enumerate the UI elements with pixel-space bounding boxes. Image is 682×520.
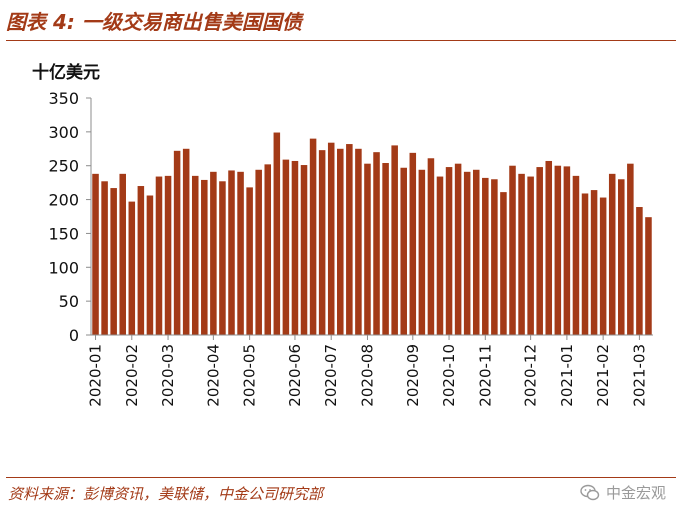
- bar: [128, 201, 136, 335]
- bar: [300, 165, 308, 335]
- bar-chart: 0 50 100 150 200 250 300 350 2020-01 2020-02 2020-…: [48, 89, 653, 407]
- watermark: 中金宏观: [580, 482, 666, 503]
- y-tick-label: 100: [48, 258, 79, 277]
- title-divider: [6, 40, 676, 41]
- bar: [599, 197, 607, 335]
- bar: [445, 167, 453, 335]
- x-tick-label: 2020-08: [358, 344, 376, 407]
- bar: [527, 176, 534, 335]
- bar: [472, 169, 480, 335]
- bar: [409, 152, 417, 335]
- bar: [237, 171, 244, 335]
- x-tick-label: 2020-09: [404, 344, 422, 407]
- bar: [282, 159, 290, 335]
- bar: [391, 145, 398, 335]
- bar: [164, 175, 172, 335]
- x-tick-label: 2020-04: [204, 344, 222, 407]
- x-tick-label: 2020-03: [159, 344, 177, 407]
- bar: [210, 171, 217, 335]
- bar: [563, 166, 571, 335]
- bar: [182, 148, 190, 335]
- bar: [291, 160, 299, 335]
- bar: [382, 163, 389, 335]
- y-axis-unit-label: 十亿美元: [32, 63, 100, 83]
- bar: [255, 169, 262, 335]
- bar: [327, 142, 335, 335]
- bar: [273, 132, 281, 335]
- bar: [463, 171, 471, 335]
- bar: [137, 186, 145, 335]
- x-tick-label: 2020-01: [87, 344, 105, 407]
- x-tick-label: 2020-02: [123, 344, 141, 407]
- bar: [418, 169, 426, 335]
- bar: [228, 170, 235, 335]
- x-tick-label: 2020-05: [241, 344, 259, 407]
- bar: [627, 163, 634, 335]
- bar: [246, 187, 253, 335]
- y-tick-label: 200: [48, 191, 79, 210]
- bar: [364, 163, 371, 335]
- bar: [518, 173, 525, 335]
- bar: [146, 195, 154, 335]
- bar: [219, 181, 226, 335]
- figure-title: 图表 4: 一级交易商出售美国国债: [6, 10, 302, 34]
- x-tick-label: 2020-12: [522, 344, 540, 407]
- y-tick-label: 350: [48, 89, 79, 108]
- bar: [373, 152, 380, 335]
- bar: [482, 177, 489, 335]
- bar: [636, 207, 643, 335]
- y-tick-label: 250: [48, 157, 79, 176]
- y-tick-label: 300: [48, 123, 79, 142]
- x-tick-label: 2020-07: [322, 344, 340, 407]
- bar: [173, 150, 181, 335]
- source-divider: [6, 477, 676, 478]
- bar: [436, 176, 444, 335]
- bar: [491, 179, 498, 335]
- bar: [309, 138, 317, 335]
- bar: [155, 176, 163, 335]
- bar: [618, 179, 625, 335]
- x-tick-label: 2021-02: [594, 344, 612, 407]
- bar: [191, 175, 199, 335]
- bar: [318, 150, 326, 335]
- bar: [536, 167, 543, 335]
- bar: [509, 165, 516, 335]
- bar: [337, 148, 344, 335]
- y-tick-label: 150: [48, 224, 79, 243]
- bar: [264, 164, 272, 335]
- x-tick-label: 2020-10: [440, 344, 458, 407]
- x-tick-label: 2021-01: [558, 344, 576, 407]
- x-tick-label: 2020-06: [286, 344, 304, 407]
- bar: [500, 192, 507, 335]
- y-tick-label: 0: [69, 326, 79, 345]
- bar: [101, 181, 108, 335]
- bar: [572, 175, 580, 335]
- bar: [454, 163, 462, 335]
- y-tick-label: 50: [59, 292, 79, 311]
- bar: [581, 193, 589, 335]
- bar: [119, 173, 126, 335]
- source-note: 资料来源：彭博资讯，美联储，中金公司研究部: [8, 485, 324, 503]
- wechat-icon: [580, 484, 600, 500]
- watermark-text: 中金宏观: [605, 484, 666, 502]
- bar: [590, 190, 598, 335]
- bar: [346, 144, 353, 335]
- bar: [545, 160, 553, 335]
- x-tick-label: 2021-03: [630, 344, 648, 407]
- bar: [400, 167, 407, 335]
- bar: [645, 217, 652, 335]
- bar: [110, 188, 117, 335]
- bar: [355, 148, 362, 335]
- x-tick-label: 2020-11: [476, 344, 494, 407]
- bar: [427, 158, 435, 335]
- bar: [554, 165, 562, 335]
- bar: [92, 173, 99, 335]
- bar: [201, 179, 208, 335]
- bar: [608, 173, 616, 335]
